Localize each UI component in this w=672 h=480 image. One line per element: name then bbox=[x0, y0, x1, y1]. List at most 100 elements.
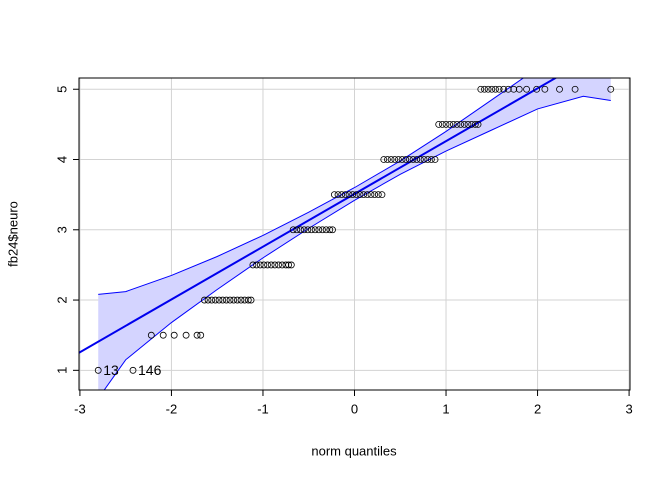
y-tick-label: 1 bbox=[54, 367, 69, 374]
point bbox=[541, 85, 549, 93]
point bbox=[237, 296, 245, 304]
plot-area bbox=[79, 78, 611, 390]
point bbox=[244, 296, 252, 304]
point bbox=[170, 331, 178, 339]
point bbox=[230, 296, 238, 304]
point-label: 146 bbox=[138, 362, 162, 378]
point bbox=[374, 191, 382, 199]
y-tick-label: 2 bbox=[54, 296, 69, 303]
point bbox=[371, 191, 379, 199]
point bbox=[215, 296, 223, 304]
point bbox=[492, 85, 499, 93]
point bbox=[387, 156, 395, 163]
band-lower bbox=[103, 95, 611, 390]
point bbox=[341, 191, 349, 199]
point bbox=[300, 226, 308, 234]
point bbox=[282, 261, 290, 269]
point bbox=[352, 191, 360, 199]
point bbox=[208, 296, 216, 304]
point bbox=[504, 85, 512, 93]
point bbox=[409, 156, 417, 163]
point bbox=[349, 191, 357, 199]
point bbox=[260, 261, 268, 269]
y-tick-label: 4 bbox=[54, 156, 69, 163]
point bbox=[398, 156, 406, 163]
x-axis-title: norm quantiles bbox=[311, 443, 397, 458]
point bbox=[367, 191, 375, 199]
point bbox=[287, 261, 295, 269]
point bbox=[182, 331, 190, 339]
point bbox=[384, 156, 391, 163]
point bbox=[264, 261, 271, 269]
point bbox=[571, 85, 579, 93]
point bbox=[460, 120, 468, 128]
point bbox=[427, 156, 435, 163]
point bbox=[481, 85, 488, 93]
band-upper bbox=[98, 78, 525, 295]
x-tick-label: -3 bbox=[74, 401, 86, 416]
x-tick-label: 1 bbox=[442, 401, 449, 416]
point bbox=[484, 85, 492, 93]
point-label: 13 bbox=[103, 362, 119, 378]
point bbox=[453, 120, 461, 128]
y-tick-label: 5 bbox=[54, 86, 69, 93]
x-tick-label: 0 bbox=[351, 401, 358, 416]
point bbox=[380, 156, 388, 163]
point bbox=[442, 120, 450, 128]
point bbox=[233, 296, 241, 304]
point bbox=[253, 261, 260, 269]
point bbox=[94, 366, 102, 374]
y-tick-label: 3 bbox=[54, 226, 69, 233]
point bbox=[334, 191, 342, 199]
point bbox=[402, 156, 410, 163]
point bbox=[417, 156, 424, 163]
point bbox=[304, 226, 312, 234]
point bbox=[249, 261, 257, 269]
point bbox=[468, 120, 476, 128]
point bbox=[495, 85, 503, 93]
point bbox=[406, 156, 413, 163]
point bbox=[159, 331, 167, 339]
point bbox=[241, 296, 249, 304]
point bbox=[326, 226, 334, 234]
point bbox=[464, 120, 472, 128]
point bbox=[449, 120, 457, 128]
point bbox=[256, 261, 264, 269]
x-tick-label: 3 bbox=[625, 401, 632, 416]
point bbox=[271, 261, 279, 269]
point bbox=[311, 226, 319, 234]
point bbox=[420, 156, 428, 163]
point bbox=[129, 366, 137, 374]
point bbox=[147, 331, 155, 339]
point bbox=[363, 191, 371, 199]
point bbox=[275, 261, 282, 269]
point bbox=[413, 156, 421, 163]
point bbox=[329, 226, 336, 234]
point bbox=[330, 191, 338, 199]
point bbox=[267, 261, 275, 269]
point bbox=[378, 191, 386, 199]
point bbox=[488, 85, 496, 93]
fit-line bbox=[79, 78, 558, 354]
point bbox=[500, 85, 508, 93]
point bbox=[395, 156, 402, 163]
point bbox=[308, 226, 315, 234]
point bbox=[435, 120, 443, 128]
x-tick-label: -1 bbox=[257, 401, 269, 416]
x-tick-label: -2 bbox=[166, 401, 178, 416]
point bbox=[285, 261, 292, 269]
point bbox=[556, 85, 563, 93]
point bbox=[391, 156, 399, 163]
point bbox=[533, 85, 541, 93]
point bbox=[471, 120, 479, 128]
point bbox=[438, 120, 446, 128]
point bbox=[315, 226, 323, 234]
point bbox=[222, 296, 230, 304]
point bbox=[278, 261, 286, 269]
point bbox=[515, 85, 523, 93]
point bbox=[322, 226, 330, 234]
point bbox=[226, 296, 234, 304]
point bbox=[356, 191, 364, 199]
point bbox=[345, 191, 353, 199]
